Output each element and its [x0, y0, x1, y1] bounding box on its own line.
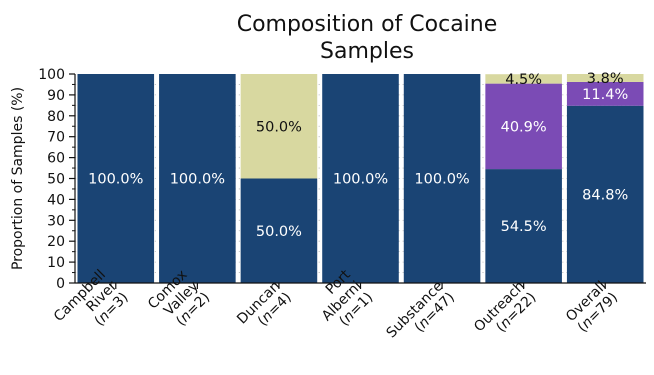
chart-title-line: Samples: [320, 39, 414, 64]
y-tick-label: 100: [38, 67, 65, 83]
x-tick-label: Outreach(n=22): [471, 278, 539, 346]
data-label: 54.5%: [501, 219, 547, 235]
data-label: 100.0%: [333, 172, 388, 188]
bar-segment: [240, 178, 318, 283]
data-label: 50.0%: [256, 224, 302, 240]
y-tick-label: 10: [47, 255, 65, 271]
y-tick-label: 50: [47, 172, 65, 188]
y-tick-label: 30: [47, 213, 65, 229]
data-label: 40.9%: [501, 119, 547, 135]
bar-segment: [485, 169, 562, 283]
data-label: 100.0%: [170, 172, 225, 188]
y-tick-label: 40: [47, 192, 65, 208]
y-tick-label: 60: [47, 151, 65, 167]
bar-segment: [403, 74, 481, 283]
x-tick-label: Overall(n=79): [563, 278, 621, 336]
y-axis-label: Proportion of Samples (%): [10, 87, 26, 270]
data-label: 100.0%: [88, 172, 143, 188]
bar-segment: [77, 74, 155, 283]
data-label: 4.5%: [505, 72, 542, 88]
bar-segment: [566, 81, 644, 106]
x-tick-label: Duncan(n=4): [234, 278, 295, 339]
bar-segment: [566, 74, 644, 82]
data-label: 84.8%: [582, 187, 628, 203]
data-label: 11.4%: [582, 87, 628, 103]
y-tick-label: 0: [56, 276, 65, 292]
bar-segment: [566, 105, 644, 283]
data-label: 50.0%: [256, 119, 302, 135]
y-tick-label: 20: [47, 234, 65, 250]
y-tick-label: 80: [47, 109, 65, 125]
y-tick-label: 90: [47, 88, 65, 104]
bar-segment: [240, 74, 318, 179]
bar-segment: [485, 74, 562, 84]
bar-segment: [159, 74, 236, 283]
bar-segment: [322, 74, 399, 283]
chart-title-line: Composition of Cocaine: [237, 12, 498, 37]
y-tick-label: 70: [47, 130, 65, 146]
data-label: 3.8%: [587, 71, 624, 87]
x-tick-label: Substance(n=47): [384, 278, 458, 352]
data-label: 100.0%: [414, 172, 469, 188]
bar-segment: [485, 83, 562, 170]
